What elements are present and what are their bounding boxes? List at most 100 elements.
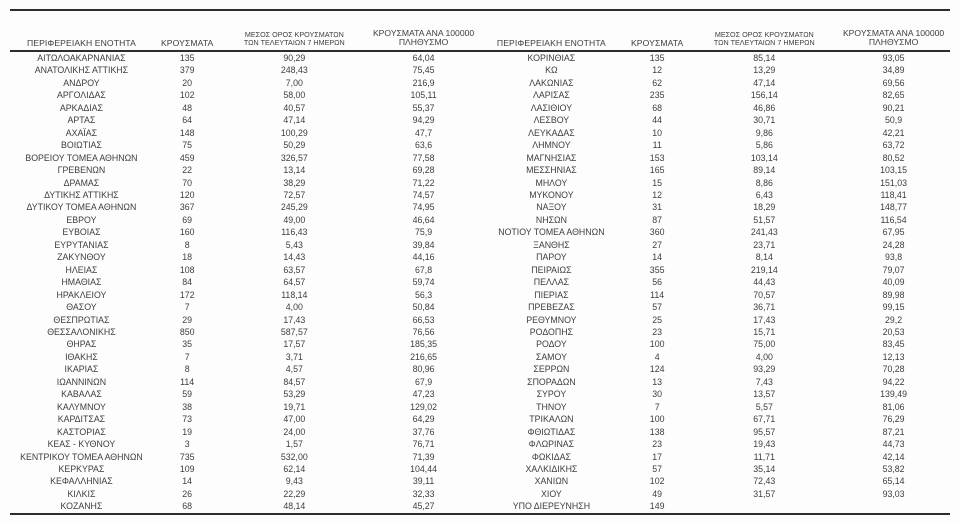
cases-cell: 367 (179, 202, 195, 213)
avg7-cell: 62,14 (283, 463, 306, 474)
avg7-cell: 5,57 (755, 401, 773, 412)
region-cell: ΦΩΚΙΔΑΣ (531, 451, 571, 462)
region-cell: ΠΕΛΛΑΣ (533, 277, 570, 288)
table-row: ΙΩΑΝΝΙΝΩΝ 114 84,57 67,9 ΣΠΟΡΑΔΩΝ 13 7,43 94,22 (10, 376, 950, 388)
avg7-cell: 17,43 (283, 314, 306, 325)
avg7-cell: 532,00 (280, 451, 308, 462)
cases-cell: 18 (182, 252, 193, 263)
per100k-cell: 80,96 (412, 364, 435, 375)
avg7-cell: 30,71 (753, 115, 776, 126)
cases-cell: 84 (182, 277, 193, 288)
region-cell: ΑΝΔΡΟΥ (63, 77, 100, 88)
table-row: ΘΕΣΠΡΩΤΙΑΣ 29 17,43 66,53 ΡΕΘΥΜΝΟΥ 25 17,43 29,… (10, 314, 950, 326)
table-row: ΚΙΛΚΙΣ 26 22,29 32,33 ΧΙΟΥ 49 31,57 93,03 (10, 488, 950, 500)
avg7-cell: 46,86 (753, 102, 776, 113)
avg7-cell: 22,29 (283, 488, 306, 499)
per100k-cell: 29,2 (885, 314, 903, 325)
region-cell: ΞΑΝΘΗΣ (533, 239, 570, 250)
table-row: ΗΡΑΚΛΕΙΟΥ 172 118,14 56,3 ΠΙΕΡΙΑΣ 114 70,57 89,… (10, 289, 950, 301)
per100k-cell: 93,03 (882, 488, 905, 499)
per100k-cell: 216,65 (410, 351, 438, 362)
region-cell: ΔΡΑΜΑΣ (63, 177, 100, 188)
per100k-cell: 79,07 (882, 264, 905, 275)
cases-cell: 57 (652, 463, 663, 474)
cases-cell: 20 (182, 77, 193, 88)
table-row: ΚΕΡΚΥΡΑΣ 109 62,14 104,44 ΧΑΛΚΙΔΙΚΗΣ 57 35,14 5… (10, 463, 950, 475)
per100k-cell: 32,33 (412, 488, 435, 499)
per100k-cell: 12,13 (882, 351, 905, 362)
cases-cell: 8 (184, 364, 190, 375)
avg7-cell: 156,14 (750, 90, 778, 101)
avg7-cell: 1,57 (285, 439, 303, 450)
region-cell: ΘΑΣΟΥ (66, 302, 97, 313)
cases-cell: 56 (652, 277, 663, 288)
region-cell: ΘΕΣΠΡΩΤΙΑΣ (53, 314, 110, 325)
per100k-cell: 74,95 (412, 202, 435, 213)
region-cell: ΒΟΙΩΤΙΑΣ (61, 140, 102, 151)
per100k-cell: 63,6 (415, 140, 433, 151)
cases-cell: 160 (179, 227, 195, 238)
per100k-cell: 50,9 (885, 115, 903, 126)
region-cell: ΣΕΡΡΩΝ (533, 364, 570, 375)
cases-cell: 14 (182, 476, 193, 487)
region-cell: ΚΕΑΣ - ΚΥΘΝΟΥ (47, 439, 116, 450)
avg7-cell: 75,00 (753, 339, 776, 350)
cases-cell: 12 (652, 189, 663, 200)
avg7-cell: 84,57 (283, 376, 306, 387)
cases-cell: 102 (649, 476, 665, 487)
col-header-per100k-line2: ΠΛΗΘΥΣΜΟ (398, 37, 449, 48)
cases-cell: 57 (652, 302, 663, 313)
table-row: ΑΙΤΩΛΟΑΚΑΡΝΑΝΙΑΣ 135 90,29 64,04 ΚΟΡΙΝΘΙΑΣ 13… (10, 51, 950, 64)
per100k-cell: 67,95 (882, 227, 905, 238)
per100k-cell: 129,02 (410, 401, 438, 412)
col-header-avg7-left: ΜΕΣΟΣ ΟΡΟΣ ΚΡΟΥΣΜΑΤΩΝ ΤΩΝ ΤΕΛΕΥΤΑΙΩΝ 7 Η… (221, 10, 368, 52)
region-cell: ΦΘΙΩΤΙΔΑΣ (527, 426, 576, 437)
region-cell: ΛΕΥΚΑΔΑΣ (528, 127, 575, 138)
col-header-per100k-left: ΚΡΟΥΣΜΑΤΑ ΑΝΑ 100000 ΠΛΗΘΥΣΜΟ (367, 10, 480, 52)
table-row: ΚΑΡΔΙΤΣΑΣ 73 47,00 64,29 ΤΡΙΚΑΛΩΝ 100 67,71 76,… (10, 413, 950, 425)
avg7-cell: 72,57 (283, 189, 306, 200)
avg7-cell: 8,14 (755, 252, 773, 263)
region-cell: ΚΑΣΤΟΡΙΑΣ (57, 426, 106, 437)
table-row: ΓΡΕΒΕΝΩΝ 22 13,14 69,28 ΜΕΣΣΗΝΙΑΣ 165 89,14 103… (10, 164, 950, 176)
cases-cell: 7 (184, 302, 190, 313)
cases-cell: 27 (652, 239, 663, 250)
avg7-cell: 13,29 (753, 65, 776, 76)
cases-cell: 15 (652, 177, 663, 188)
table-body: ΑΙΤΩΛΟΑΚΑΡΝΑΝΙΑΣ 135 90,29 64,04 ΚΟΡΙΝΘΙΑΣ 13… (10, 51, 950, 514)
per100k-cell: 34,89 (882, 65, 905, 76)
cases-cell: 73 (182, 414, 193, 425)
per100k-cell: 44,16 (412, 252, 435, 263)
avg7-cell: 7,43 (755, 376, 773, 387)
region-cell: ΔΥΤΙΚΟΥ ΤΟΜΕΑ ΑΘΗΝΩΝ (26, 202, 137, 213)
per100k-cell: 76,29 (882, 414, 905, 425)
cases-cell: 735 (179, 451, 195, 462)
avg7-cell: 17,43 (753, 314, 776, 325)
report-table-sheet: ΠΕΡΙΦΕΡΕΙΑΚΗ ΕΝΟΤΗΤΑ ΚΡΟΥΣΜΑΤΑ ΜΕΣΟΣ ΟΡΟ… (10, 9, 950, 515)
avg7-cell: 23,71 (753, 239, 776, 250)
avg7-cell: 100,29 (280, 127, 308, 138)
avg7-cell: 587,57 (280, 326, 308, 337)
avg7-cell: 5,86 (755, 140, 773, 151)
region-cell: ΚΙΛΚΙΣ (67, 488, 96, 499)
per100k-cell: 103,15 (880, 165, 908, 176)
region-cell: ΡΟΔΟΥ (536, 339, 567, 350)
avg7-cell: 47,14 (753, 77, 776, 88)
col-header-avg7-right: ΜΕΣΟΣ ΟΡΟΣ ΚΡΟΥΣΜΑΤΩΝ ΤΩΝ ΤΕΛΕΥΤΑΙΩΝ 7 Η… (691, 10, 838, 52)
cases-cell: 235 (649, 90, 665, 101)
cases-cell: 48 (182, 102, 193, 113)
table-row: ΚΑΒΑΛΑΣ 59 53,29 47,23 ΣΥΡΟΥ 30 13,57 139,49 (10, 388, 950, 400)
region-cell: ΡΟΔΟΠΗΣ (529, 326, 573, 337)
col-header-cases-left: ΚΡΟΥΣΜΑΤΑ (152, 10, 222, 52)
avg7-cell: 49,00 (283, 214, 306, 225)
table-row: ΚΕΑΣ - ΚΥΘΝΟΥ 3 1,57 76,71 ΦΛΩΡΙΝΑΣ 23 19,43 44… (10, 438, 950, 450)
region-cell: ΧΑΝΙΩΝ (534, 476, 569, 487)
region-cell: ΖΑΚΥΝΘΟΥ (57, 252, 106, 263)
cases-cell: 17 (652, 451, 663, 462)
cases-cell: 75 (182, 140, 193, 151)
avg7-cell: 58,00 (283, 90, 306, 101)
avg7-cell: 103,14 (750, 152, 778, 163)
avg7-cell: 19,71 (283, 401, 306, 412)
cases-cell: 120 (179, 189, 195, 200)
per100k-cell: 94,22 (882, 376, 905, 387)
